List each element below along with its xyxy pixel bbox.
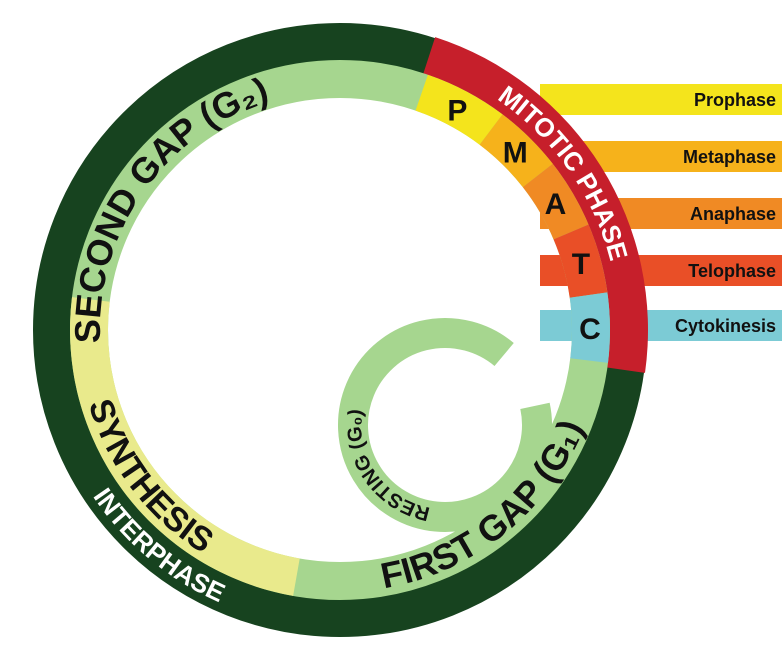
mitotic-stage-band: [522, 163, 589, 240]
resting-loop: [338, 318, 552, 532]
mitotic-stage-letter: P: [447, 94, 467, 127]
resting-label: RESTING (G₀): [344, 408, 432, 525]
mitotic-stage-band: [479, 114, 553, 188]
mitotic-stage-letter: M: [503, 137, 528, 170]
synthesis-band: [70, 297, 300, 596]
phase-label: Prophase: [694, 90, 776, 110]
phase-label: Metaphase: [683, 147, 776, 167]
mitotic-band: [422, 37, 648, 373]
mitotic-stage-letter: A: [545, 188, 567, 221]
mitotic-stage-letter: T: [572, 248, 590, 281]
mitotic-stage-band: [569, 292, 610, 363]
phase-label: Telophase: [688, 261, 776, 281]
mitotic-stage-letter: C: [579, 313, 601, 346]
phase-bar: [540, 84, 782, 115]
phase-label: Cytokinesis: [675, 316, 776, 336]
phase-label: Anaphase: [690, 204, 776, 224]
mitotic-stage-band: [553, 224, 608, 298]
mitotic-stage-band: [415, 74, 503, 145]
